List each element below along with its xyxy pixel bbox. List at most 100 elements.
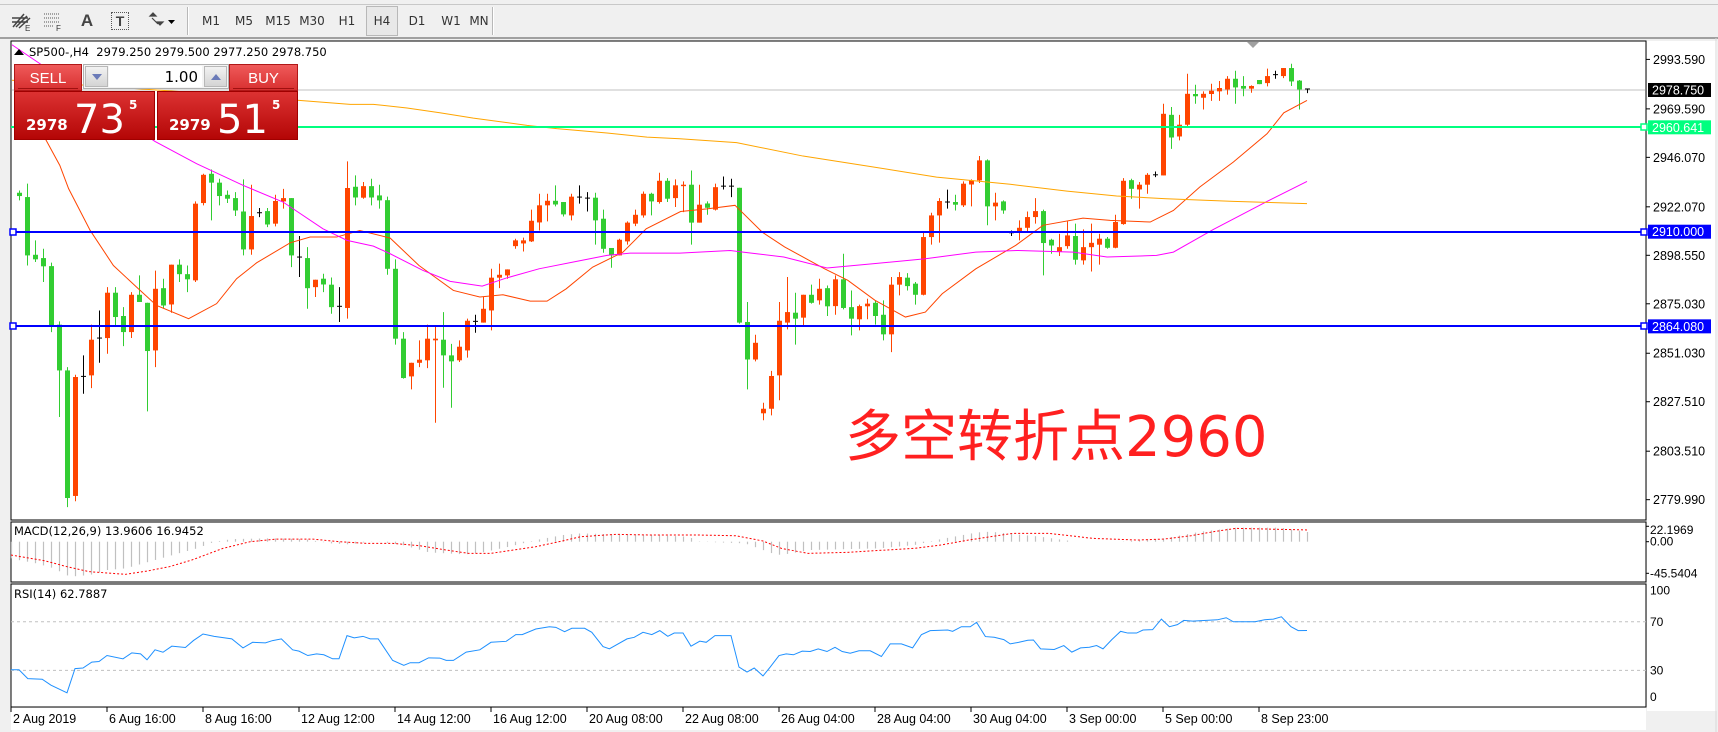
line-handle-icon[interactable] (9, 228, 17, 236)
timeframe-mn[interactable]: MN (469, 14, 489, 28)
candle-body (497, 274, 502, 278)
collapse-triangle-icon[interactable] (14, 49, 24, 55)
candle-body (441, 339, 446, 356)
sell-price-box[interactable]: 2978 73 5 (14, 91, 155, 143)
timeframe-w1[interactable]: W1 (441, 14, 461, 28)
candle-body (177, 264, 182, 275)
time-axis-label: 14 Aug 12:00 (397, 712, 471, 726)
timeframe-m1[interactable]: M1 (202, 14, 220, 28)
candle-body (1185, 93, 1190, 125)
buy-price-box[interactable]: 2979 51 5 (157, 91, 298, 143)
timeframe-h4[interactable]: H4 (366, 6, 398, 36)
candle-body (649, 193, 654, 202)
candle-body (89, 339, 94, 376)
candle-body (1201, 93, 1206, 98)
price-label-box (1648, 319, 1711, 334)
line-handle-icon[interactable] (1640, 123, 1648, 131)
candle-body (361, 186, 366, 198)
candle-body (849, 307, 854, 319)
price-axis-background (1647, 41, 1717, 711)
candle-body (953, 202, 958, 205)
candle-body (817, 288, 822, 301)
sell-price-fraction: 5 (129, 98, 138, 112)
price-axis-label: 2827.510 (1653, 395, 1705, 409)
volume-input[interactable] (109, 66, 202, 87)
buy-price-pips: 51 (217, 97, 268, 143)
price-label: 2864.080 (1652, 320, 1704, 334)
macd-axis-label: -45.5404 (1650, 566, 1698, 580)
candle-body (913, 283, 918, 295)
toolbar: E F A T M1 M5 M15 M30 H1 H4 D1 W1 MN (0, 5, 1718, 39)
candle-body (1025, 217, 1030, 228)
fibonacci-retracement-icon[interactable]: F (40, 9, 66, 33)
volume-increase-button[interactable] (204, 66, 227, 87)
time-axis-label: 2 Aug 2019 (13, 712, 76, 726)
candle-body (705, 203, 710, 208)
time-axis-label: 22 Aug 08:00 (685, 712, 759, 726)
candle-body (1041, 211, 1046, 244)
timeframe-d1[interactable]: D1 (408, 14, 426, 28)
chart-ohlc: 2979.250 2979.500 2977.250 2978.750 (96, 45, 327, 59)
candle-body (1249, 85, 1254, 89)
time-axis-label: 5 Sep 00:00 (1165, 712, 1232, 726)
line-handle-icon[interactable] (1640, 228, 1648, 236)
candle-body (1233, 78, 1238, 88)
candle-body (217, 182, 222, 197)
time-axis-label: 16 Aug 12:00 (493, 712, 567, 726)
candle-body (753, 342, 758, 360)
time-axis-background (11, 708, 1646, 730)
candle-body (401, 338, 406, 379)
macd-axis-label: 0.00 (1650, 535, 1674, 549)
line-handle-icon[interactable] (9, 322, 17, 330)
candle-body (1281, 68, 1286, 77)
candle-body (65, 370, 70, 499)
candle-body (353, 186, 358, 198)
candle-body (385, 200, 390, 269)
fibonacci-fan-icon[interactable]: E (9, 9, 35, 33)
candle-body (169, 264, 174, 305)
candle-body (561, 202, 566, 215)
candle-body (1065, 235, 1070, 247)
volume-decrease-button[interactable] (85, 66, 108, 87)
price-label-box (1648, 120, 1711, 135)
candle-body (609, 247, 614, 256)
time-axis-label: 6 Aug 16:00 (109, 712, 176, 726)
timeframe-h1[interactable]: H1 (338, 14, 356, 28)
candle-body (425, 338, 430, 361)
candle-body (449, 355, 454, 362)
timeframe-m15[interactable]: M15 (265, 14, 291, 28)
candle-body (521, 240, 526, 244)
arrows-dropdown-icon[interactable] (143, 9, 179, 33)
time-axis-label: 8 Aug 16:00 (205, 712, 272, 726)
sell-button[interactable]: SELL (14, 64, 82, 91)
sell-price-prefix: 2978 (26, 116, 68, 134)
candle-body (1161, 113, 1166, 176)
candle-body (201, 174, 206, 204)
candle-body (233, 198, 238, 211)
price-axis-label: 2779.990 (1653, 493, 1705, 507)
text-icon[interactable]: A (80, 11, 94, 30)
candle-body (1089, 242, 1094, 248)
candle-body (1257, 79, 1262, 85)
candle-body (49, 266, 54, 326)
candle-body (369, 186, 374, 198)
buy-button[interactable]: BUY (229, 64, 298, 91)
candle-body (1225, 78, 1230, 90)
line-handle-icon[interactable] (1640, 322, 1648, 330)
candle-body (321, 278, 326, 285)
price-axis-label: 2803.510 (1653, 445, 1705, 459)
candle-body (1105, 238, 1110, 248)
time-axis-label: 28 Aug 04:00 (877, 712, 951, 726)
candle-body (569, 196, 574, 216)
text-label-icon[interactable]: T (107, 9, 133, 33)
macd-axis-label: 22.1969 (1650, 523, 1694, 537)
timeframe-m5[interactable]: M5 (235, 14, 253, 28)
candle-body (1177, 124, 1182, 137)
candle-body (33, 254, 38, 260)
candle-body (977, 160, 982, 181)
candle-body (777, 320, 782, 376)
candle-body (281, 198, 286, 202)
timeframe-m30[interactable]: M30 (299, 14, 325, 28)
time-axis-label: 8 Sep 23:00 (1261, 712, 1328, 726)
candle-body (457, 346, 462, 361)
